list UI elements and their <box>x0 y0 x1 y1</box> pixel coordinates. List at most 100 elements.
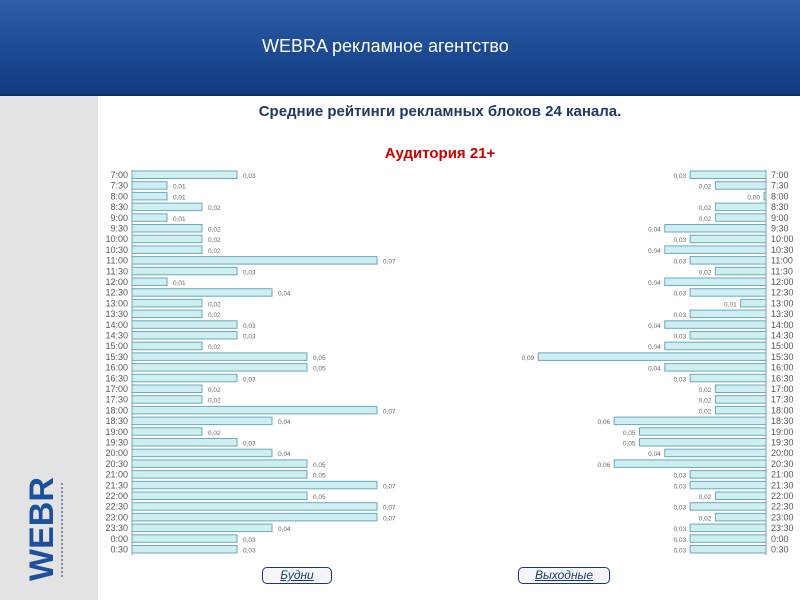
weekend-tick-label: 9:00 <box>771 213 789 223</box>
weekend-tick-label: 16:00 <box>771 363 794 373</box>
weekdays-data-label: 0,07 <box>383 259 396 266</box>
weekend-bar <box>689 288 767 297</box>
logo-text: WEBRA <box>23 478 61 581</box>
weekend-bar <box>639 438 767 447</box>
weekdays-bar <box>131 352 308 361</box>
weekend-tick-label: 0:00 <box>771 534 789 544</box>
weekdays-tick-label: 18:30 <box>105 416 128 426</box>
weekdays-tick-label: 20:30 <box>105 459 128 469</box>
weekend-data-label: 0,04 <box>648 323 661 330</box>
weekend-tick-label: 7:30 <box>771 181 789 191</box>
chart-subtitle: Аудитория 21+ <box>384 145 496 162</box>
weekend-bar <box>714 512 767 522</box>
weekdays-data-label: 0,01 <box>173 280 186 287</box>
weekdays-bar <box>131 534 238 543</box>
weekdays-tick-label: 9:30 <box>110 224 128 234</box>
weekend-data-label: 0,01 <box>724 301 737 308</box>
weekend-tick-label: 19:00 <box>771 427 794 437</box>
weekend-tick-label: 17:30 <box>771 395 794 405</box>
weekdays-data-label: 0,04 <box>278 451 291 458</box>
weekdays-data-label: 0,02 <box>208 301 221 308</box>
weekdays-data-label: 0,03 <box>243 548 256 555</box>
weekdays-bar <box>131 224 203 233</box>
weekdays-data-label: 0,03 <box>243 323 256 330</box>
weekdays-tick-label: 13:30 <box>105 309 128 319</box>
weekdays-data-label: 0,05 <box>313 366 326 373</box>
weekdays-tick-label: 9:00 <box>110 213 128 223</box>
weekdays-tick-label: 0:00 <box>110 534 128 544</box>
weekdays-data-label: 0,03 <box>243 269 256 276</box>
weekend-tick-label: 7:00 <box>771 170 789 180</box>
weekend-tick-label: 10:00 <box>771 234 794 244</box>
weekend-tick-label: 22:00 <box>771 491 794 501</box>
weekend-tick-label: 17:00 <box>771 384 794 394</box>
weekend-bar <box>664 245 767 254</box>
weekend-tick-label: 14:00 <box>771 320 794 330</box>
weekend-tick-label: 21:00 <box>771 470 794 480</box>
weekend-data-label: 0,03 <box>673 173 686 180</box>
weekdays-tick-label: 7:00 <box>110 170 128 180</box>
weekend-tick-label: 15:00 <box>771 341 794 351</box>
weekdays-tick-label: 11:30 <box>106 266 128 276</box>
weekend-bar <box>689 170 767 179</box>
weekdays-data-label: 0,02 <box>208 398 221 405</box>
weekdays-tick-label: 21:00 <box>105 470 128 480</box>
weekend-bar <box>689 480 767 490</box>
weekdays-bar <box>131 245 203 254</box>
weekend-data-label: 0,03 <box>673 526 686 533</box>
weekend-tick-label: 12:30 <box>771 288 794 298</box>
tab-weekend[interactable]: Выходные <box>518 567 610 584</box>
weekend-data-label: 0,03 <box>673 548 686 555</box>
weekdays-data-label: 0,02 <box>208 237 221 244</box>
weekdays-bar <box>131 331 238 340</box>
weekdays-bar <box>131 502 378 511</box>
weekend-bar <box>714 405 767 415</box>
weekdays-data-label: 0,04 <box>278 291 291 298</box>
weekend-bar <box>740 298 767 308</box>
weekend-tick-label: 16:30 <box>771 373 794 383</box>
webra-logo: WEBRA <box>23 478 63 581</box>
weekend-tick-label: 8:30 <box>771 202 789 212</box>
weekend-data-label: 0,04 <box>648 227 661 234</box>
weekend-data-label: 0,05 <box>623 441 636 448</box>
chart-title: Средние рейтинги рекламных блоков 24 кан… <box>258 103 622 120</box>
weekdays-data-label: 0,01 <box>173 216 186 223</box>
weekend-tick-label: 20:30 <box>771 459 794 469</box>
weekend-bar <box>763 191 767 201</box>
weekend-tick-label: 12:00 <box>771 277 794 287</box>
weekend-bar <box>689 331 767 340</box>
weekdays-bar <box>131 438 238 447</box>
weekdays-bar <box>131 470 308 479</box>
weekdays-bar <box>131 202 203 212</box>
weekend-bar <box>689 470 767 479</box>
weekend-data-label: 0,04 <box>648 366 661 373</box>
header-title: WEBRA рекламное агентство <box>262 36 509 56</box>
weekdays-bar <box>131 405 378 415</box>
weekend-data-label: 0,03 <box>673 483 686 490</box>
weekdays-data-label: 0,01 <box>173 184 186 191</box>
weekend-tick-label: 22:30 <box>771 502 794 512</box>
weekdays-tick-label: 14:30 <box>105 331 128 341</box>
weekend-data-label: 0,06 <box>598 419 611 426</box>
weekdays-tick-label: 12:30 <box>105 288 128 298</box>
weekend-data-label: 0,02 <box>699 494 712 501</box>
weekdays-bar <box>131 309 203 319</box>
weekdays-tick-label: 22:00 <box>105 491 128 501</box>
weekdays-bar <box>131 277 168 286</box>
weekdays-tick-label: 23:30 <box>105 523 128 533</box>
weekdays-tick-label: 15:00 <box>105 341 128 351</box>
weekdays-tick-label: 18:00 <box>105 405 128 415</box>
weekdays-bar <box>131 181 168 190</box>
weekend-tick-label: 21:30 <box>771 480 794 490</box>
weekend-data-label: 0,03 <box>673 537 686 544</box>
tab-weekdays[interactable]: Будни <box>262 567 332 584</box>
weekdays-tick-label: 21:30 <box>105 480 128 490</box>
weekend-tick-label: 19:30 <box>771 438 794 448</box>
weekend-tick-label: 10:30 <box>771 245 794 255</box>
weekend-data-label: 0,03 <box>673 259 686 266</box>
weekend-bar <box>689 256 767 265</box>
weekend-bar <box>664 448 767 458</box>
weekend-data-label: 0,03 <box>673 312 686 319</box>
weekend-tick-label: 9:30 <box>771 224 789 234</box>
weekend-tick-label: 8:00 <box>771 191 789 201</box>
